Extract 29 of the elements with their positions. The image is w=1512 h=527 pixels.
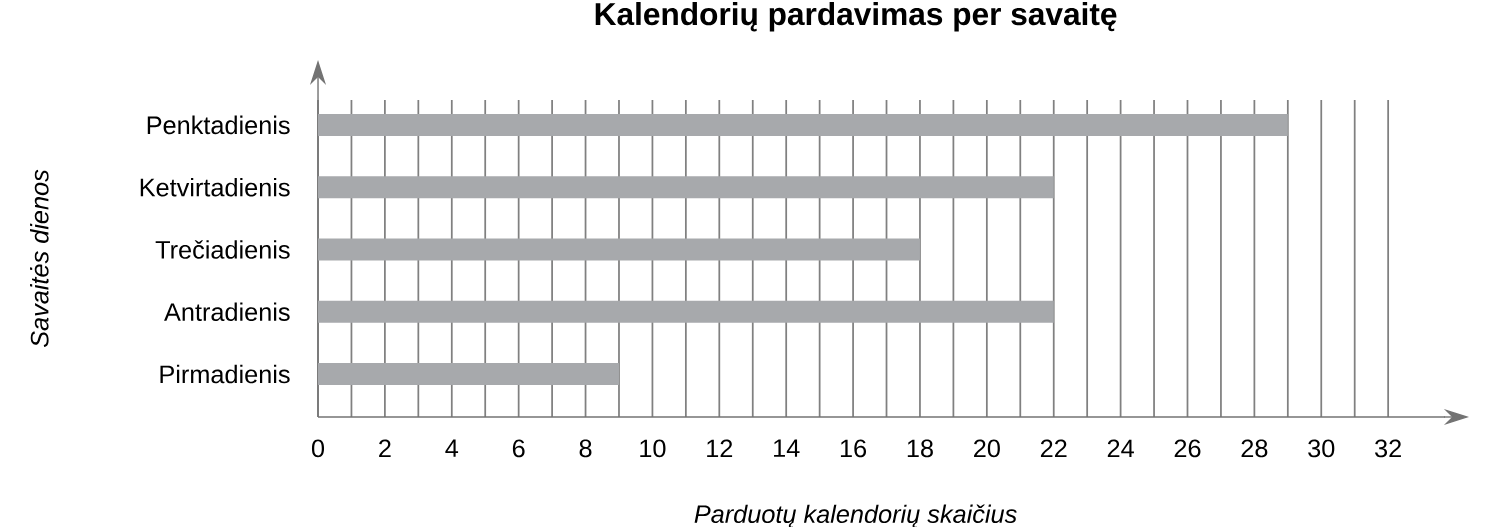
y-tick-label: Pirmadienis — [160, 364, 290, 384]
x-tick-label: 32 — [1375, 439, 1401, 458]
x-tick-label: 0 — [311, 439, 325, 458]
x-tick-label: 22 — [1040, 439, 1067, 458]
x-tick-label: 26 — [1174, 439, 1201, 458]
bar — [318, 363, 619, 386]
bar — [318, 176, 1054, 199]
y-tick-label: Antradienis — [164, 302, 290, 322]
x-tick-label: 28 — [1241, 439, 1268, 458]
x-tick-label: 14 — [774, 439, 800, 457]
x-tick-label: 6 — [512, 439, 525, 458]
x-tick-label: 30 — [1308, 439, 1335, 458]
x-tick-label: 2 — [379, 439, 391, 458]
x-tick-label: 20 — [974, 439, 1000, 458]
x-tick-label: 4 — [445, 439, 459, 457]
y-tick-label: Ketvirtadienis — [140, 177, 290, 197]
chart-title: Kalendorių pardavimas per savaitę — [595, 2, 1117, 32]
bar — [318, 238, 920, 261]
x-tick-label: 16 — [840, 439, 867, 458]
x-tick-label: 10 — [640, 439, 666, 458]
y-axis-title: Savaitės dienos — [30, 169, 49, 348]
y-tick-label: Trečiadienis — [155, 240, 290, 259]
x-tick-label: 18 — [907, 439, 933, 458]
x-tick-label: 8 — [579, 439, 592, 458]
bar — [318, 300, 1054, 323]
bar — [318, 113, 1288, 136]
x-tick-label: 12 — [707, 439, 733, 458]
y-tick-label: Penktadienis — [147, 115, 290, 135]
x-tick-label: 24 — [1107, 439, 1134, 458]
